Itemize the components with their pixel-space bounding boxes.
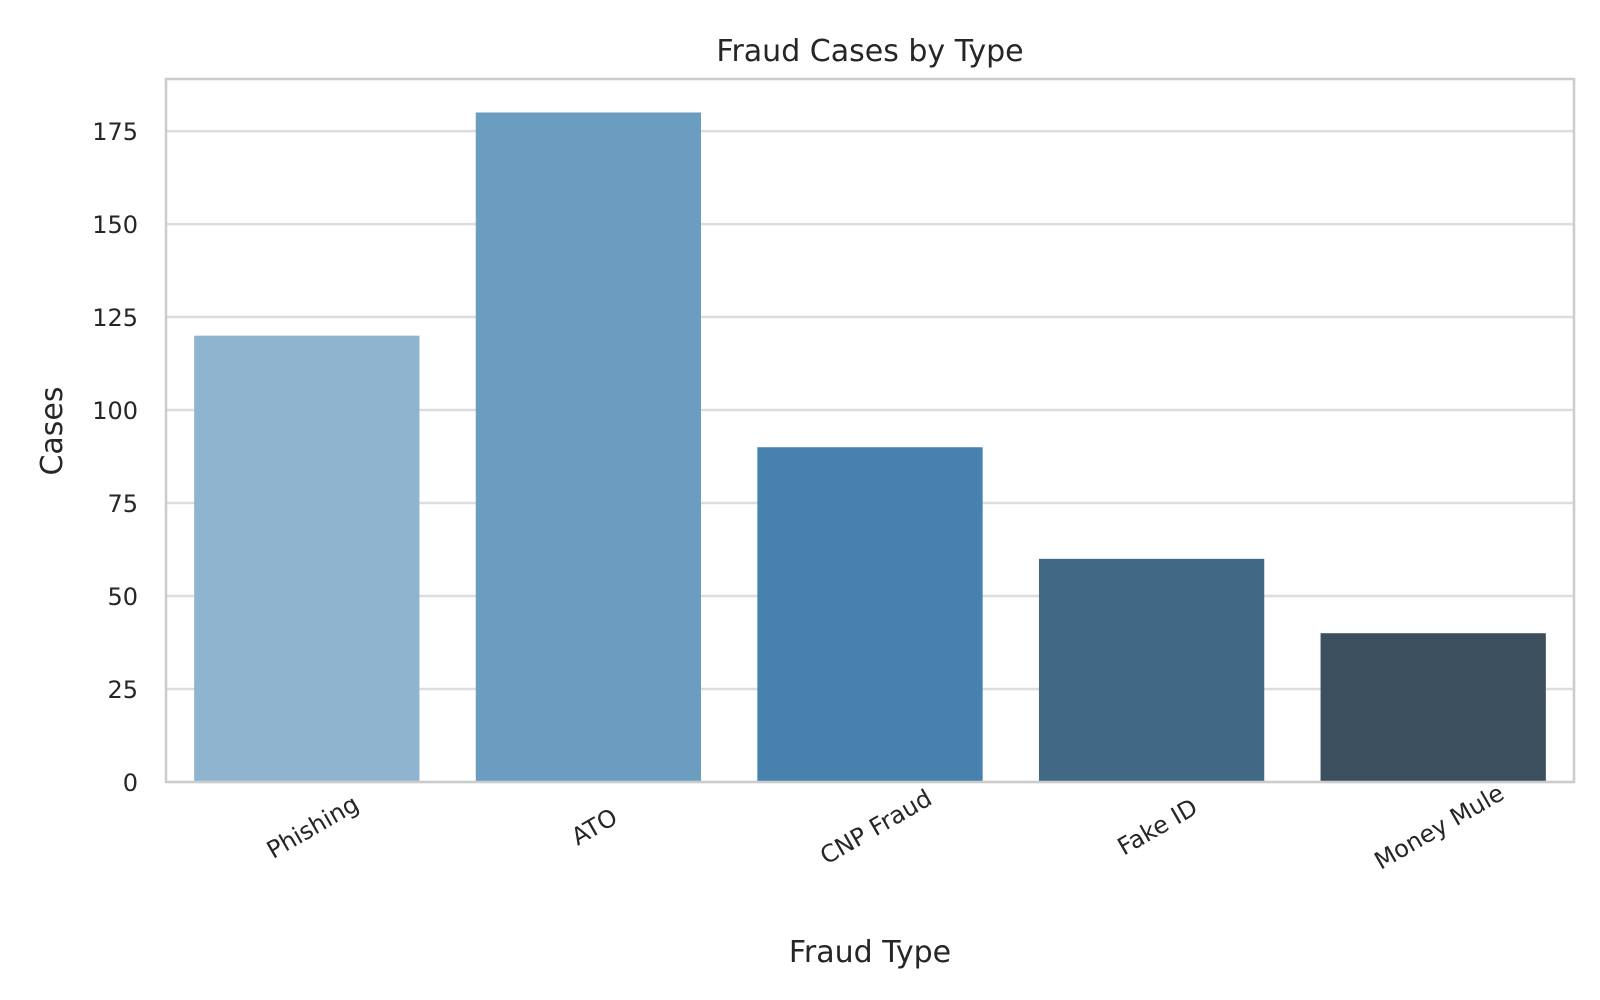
bar-fake-id xyxy=(1038,558,1265,782)
plot-frame xyxy=(164,77,1576,784)
y-tick-label: 125 xyxy=(92,304,138,332)
y-tick-label: 25 xyxy=(107,676,138,704)
y-tick-label: 175 xyxy=(92,118,138,146)
bars xyxy=(194,112,1546,782)
x-axis-label: Fraud Type xyxy=(789,935,951,970)
bar-phishing xyxy=(194,335,420,782)
bar-money-mule xyxy=(1320,633,1546,782)
y-tick-labels: 0 25 50 75 100 125 150 175 xyxy=(92,118,138,797)
bar-ato xyxy=(475,112,702,782)
y-axis-label: Cases xyxy=(35,386,70,475)
chart-title: Fraud Cases by Type xyxy=(716,34,1023,69)
y-tick-label: 150 xyxy=(92,211,138,239)
bar-cnp-fraud xyxy=(757,447,983,782)
y-tick-label: 100 xyxy=(92,397,138,425)
y-tick-label: 75 xyxy=(107,490,138,518)
y-tick-label: 50 xyxy=(107,583,138,611)
y-tick-label: 0 xyxy=(123,769,138,797)
